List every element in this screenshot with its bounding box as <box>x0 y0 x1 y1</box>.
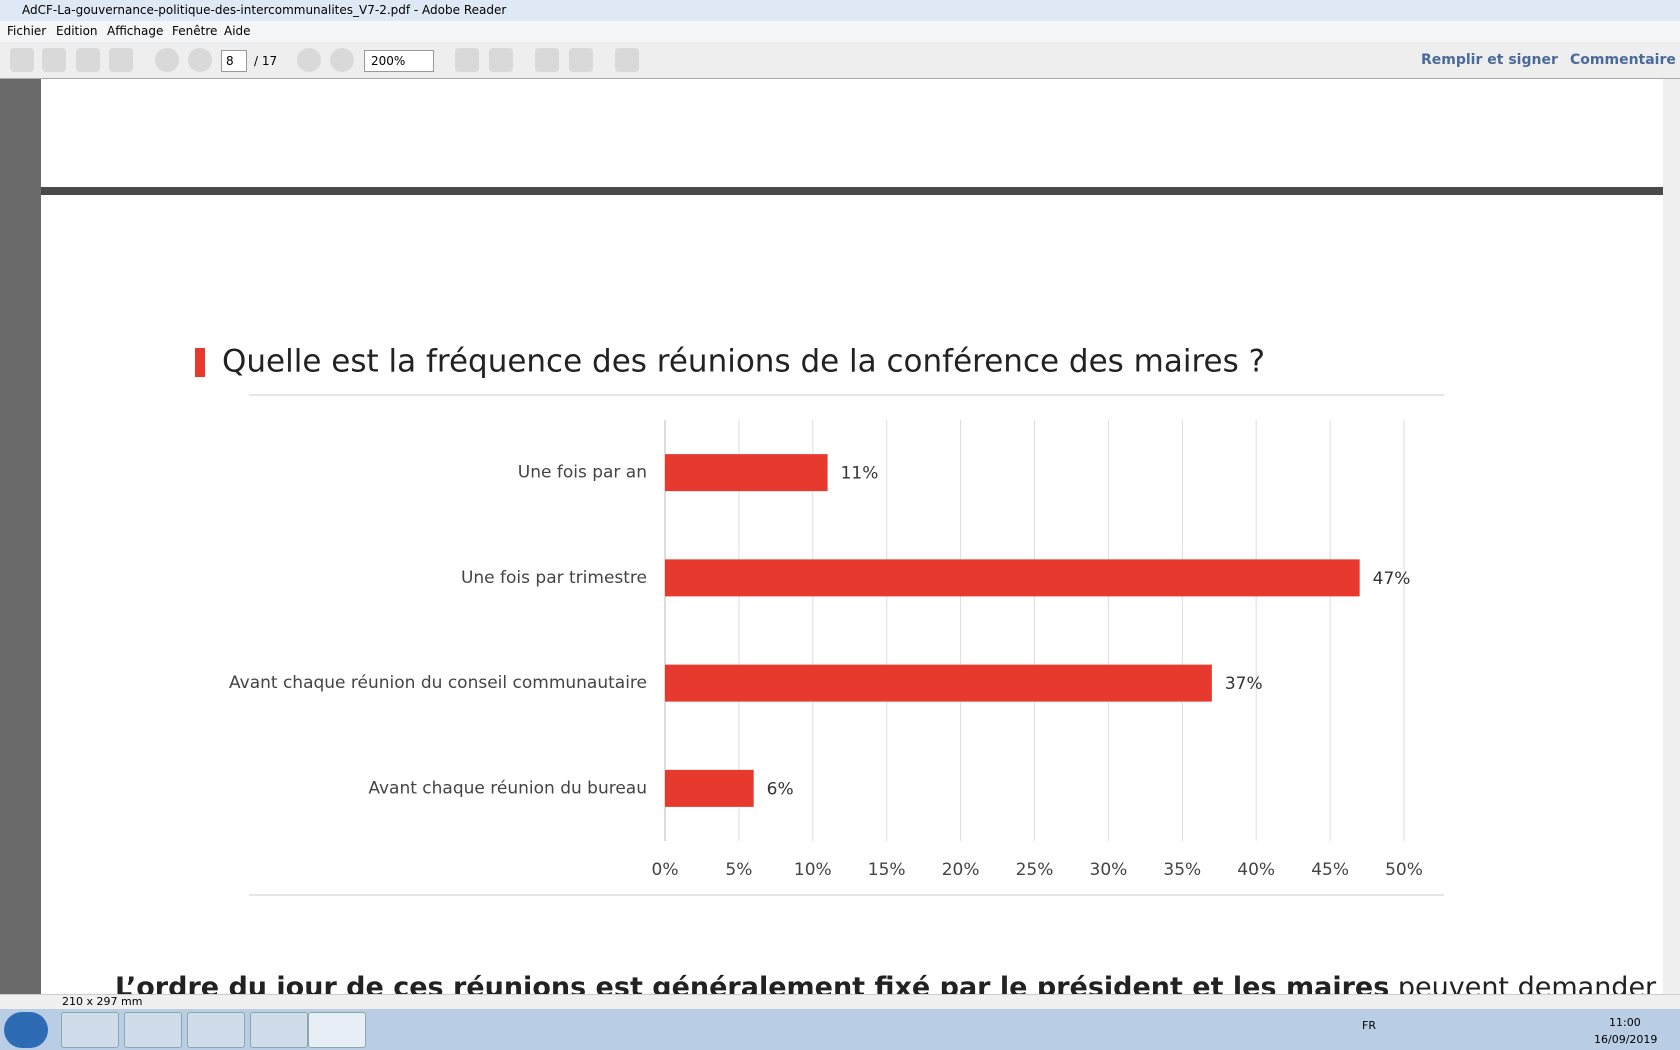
start-button[interactable] <box>4 1012 48 1048</box>
x-tick-label: 45% <box>1311 860 1349 880</box>
clock-date[interactable]: 16/09/2019 <box>1594 1033 1658 1046</box>
task-word[interactable] <box>250 1012 308 1048</box>
title-marker <box>195 348 205 377</box>
body-normal: peuvent demander l’ajout <box>1397 972 1663 994</box>
menu-item[interactable]: Fenêtre <box>172 24 218 38</box>
bar <box>665 664 1212 702</box>
header-rule <box>41 187 1663 195</box>
save-button[interactable] <box>42 48 66 72</box>
clock-time[interactable]: 11:00 <box>1609 1016 1641 1029</box>
highlight-tool[interactable] <box>569 48 593 72</box>
open-button[interactable] <box>10 48 34 72</box>
bar <box>665 559 1360 597</box>
x-tick-label: 35% <box>1163 860 1201 880</box>
vertical-scrollbar[interactable] <box>1663 79 1680 994</box>
chart: Quelle est la fréquence des réunions de … <box>195 344 1444 896</box>
zoom-in-button[interactable] <box>330 48 354 72</box>
task-thunderbird[interactable] <box>187 1012 245 1048</box>
print-button[interactable] <box>76 48 100 72</box>
status-bar: 210 x 297 mm <box>0 994 1680 1009</box>
y-tick-label: Une fois par an <box>518 463 647 483</box>
task-firefox[interactable] <box>124 1012 182 1048</box>
comment-tool[interactable] <box>535 48 559 72</box>
toolbar: 8 / 17 200% Remplir et signer Commentair… <box>0 42 1680 79</box>
window-title: AdCF-La-gouvernance-politique-des-interc… <box>22 3 507 17</box>
x-tick-label: 15% <box>868 860 906 880</box>
zoom-out-button[interactable] <box>297 48 321 72</box>
zoom-input[interactable]: 200% <box>364 50 434 72</box>
x-tick-label: 40% <box>1237 860 1275 880</box>
comment-button[interactable]: Commentaire <box>1570 52 1676 68</box>
document-view: Quelle est la fréquence des réunions de … <box>41 79 1663 994</box>
task-reader[interactable] <box>308 1012 366 1048</box>
page-total: / 17 <box>254 54 278 68</box>
email-button[interactable] <box>109 48 133 72</box>
value-label: 11% <box>841 464 879 484</box>
menu-bar: Fichier Edition Affichage Fenêtre Aide <box>0 21 1680 42</box>
value-label: 37% <box>1225 674 1263 694</box>
x-tick-label: 20% <box>942 860 980 880</box>
fill-sign-button[interactable]: Remplir et signer <box>1421 52 1558 68</box>
value-label: 47% <box>1373 569 1411 589</box>
x-tick-label: 5% <box>725 860 752 880</box>
value-label: 6% <box>767 779 794 799</box>
fit-page-button[interactable] <box>455 48 479 72</box>
next-page-button[interactable] <box>188 48 212 72</box>
expand-button[interactable] <box>615 48 639 72</box>
x-tick-label: 0% <box>652 860 679 880</box>
title-bar: AdCF-La-gouvernance-politique-des-interc… <box>0 0 1680 21</box>
navigation-panel <box>0 79 41 994</box>
chart-title: Quelle est la fréquence des réunions de … <box>222 344 1265 380</box>
x-tick-label: 50% <box>1385 860 1423 880</box>
task-explorer[interactable] <box>61 1012 119 1048</box>
y-tick-label: Avant chaque réunion du conseil communau… <box>229 673 647 693</box>
menu-item[interactable]: Aide <box>224 24 251 38</box>
x-tick-label: 10% <box>794 860 832 880</box>
bar <box>665 769 754 807</box>
fit-width-button[interactable] <box>489 48 513 72</box>
page-size: 210 x 297 mm <box>62 995 143 1008</box>
menu-item[interactable]: Edition <box>56 24 98 38</box>
bar <box>665 454 828 492</box>
y-tick-label: Une fois par trimestre <box>461 568 647 588</box>
prev-page-button[interactable] <box>155 48 179 72</box>
page-input[interactable]: 8 <box>221 50 247 72</box>
body-text: L’ordre du jour de ces réunions est géné… <box>115 972 1663 994</box>
taskbar: FR 11:00 16/09/2019 <box>0 1009 1680 1050</box>
x-tick-label: 30% <box>1090 860 1128 880</box>
y-tick-label: Avant chaque réunion du bureau <box>368 778 647 798</box>
menu-item[interactable]: Fichier <box>7 24 47 38</box>
x-tick-label: 25% <box>1016 860 1054 880</box>
language[interactable]: FR <box>1362 1019 1376 1032</box>
menu-item[interactable]: Affichage <box>107 24 164 38</box>
body-bold: L’ordre du jour de ces réunions est géné… <box>115 972 1390 994</box>
